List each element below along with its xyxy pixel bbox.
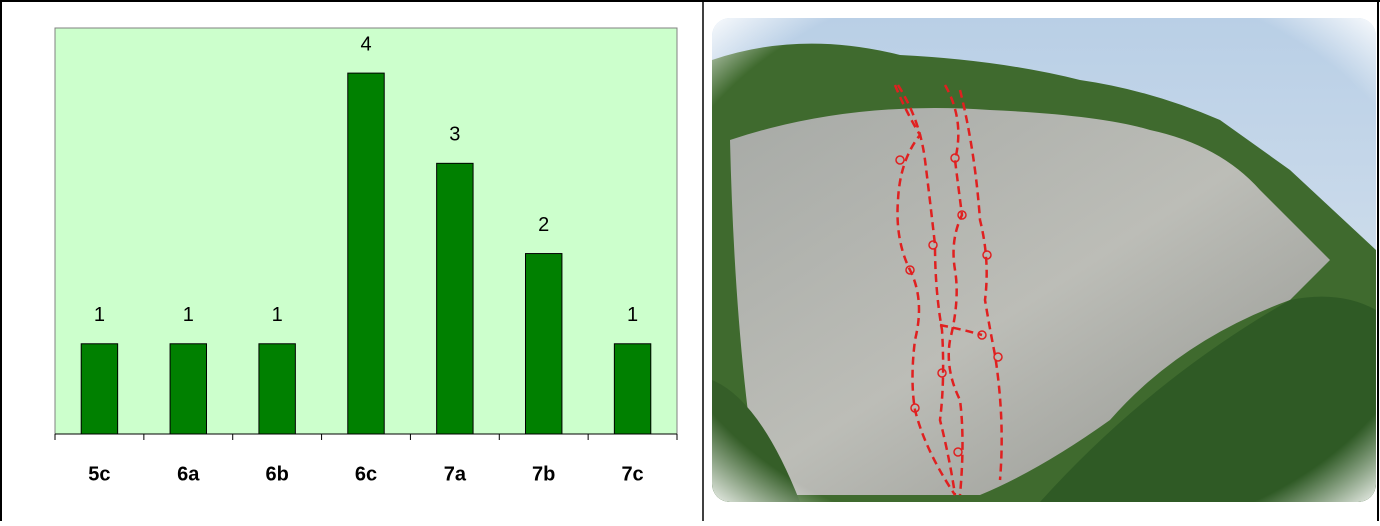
bar xyxy=(614,344,650,434)
bar xyxy=(259,344,295,434)
photo xyxy=(712,18,1376,502)
data-label: 3 xyxy=(449,124,460,146)
x-tick-label: 7b xyxy=(532,463,555,485)
x-tick-label: 7c xyxy=(621,463,643,485)
x-tick-label: 7a xyxy=(444,463,467,485)
data-label: 1 xyxy=(183,304,194,326)
page: 5c16a16b16c47a37b27c1 (() => { const dat… xyxy=(0,0,1380,521)
x-tick-label: 6b xyxy=(265,463,288,485)
screen: 5c 1 6a 1 6b 1 6c 4 7a 3 7b 2 7c 1 xyxy=(0,0,1380,521)
x-tick-label: 6c xyxy=(355,463,377,485)
data-label: 4 xyxy=(360,33,371,55)
x-tick-label: 6a xyxy=(177,463,200,485)
bar xyxy=(437,163,473,434)
bar-chart: 5c 1 6a 1 6b 1 6c 4 7a 3 7b 2 7c 1 xyxy=(55,28,677,485)
x-tick-label: 5c xyxy=(88,463,110,485)
data-label: 1 xyxy=(94,304,105,326)
data-label: 1 xyxy=(627,304,638,326)
data-label: 1 xyxy=(272,304,283,326)
bar xyxy=(81,344,117,434)
photo-vignette xyxy=(712,18,1376,502)
bar xyxy=(348,73,384,434)
data-label: 2 xyxy=(538,214,549,236)
bar xyxy=(525,254,561,434)
bar xyxy=(170,344,206,434)
